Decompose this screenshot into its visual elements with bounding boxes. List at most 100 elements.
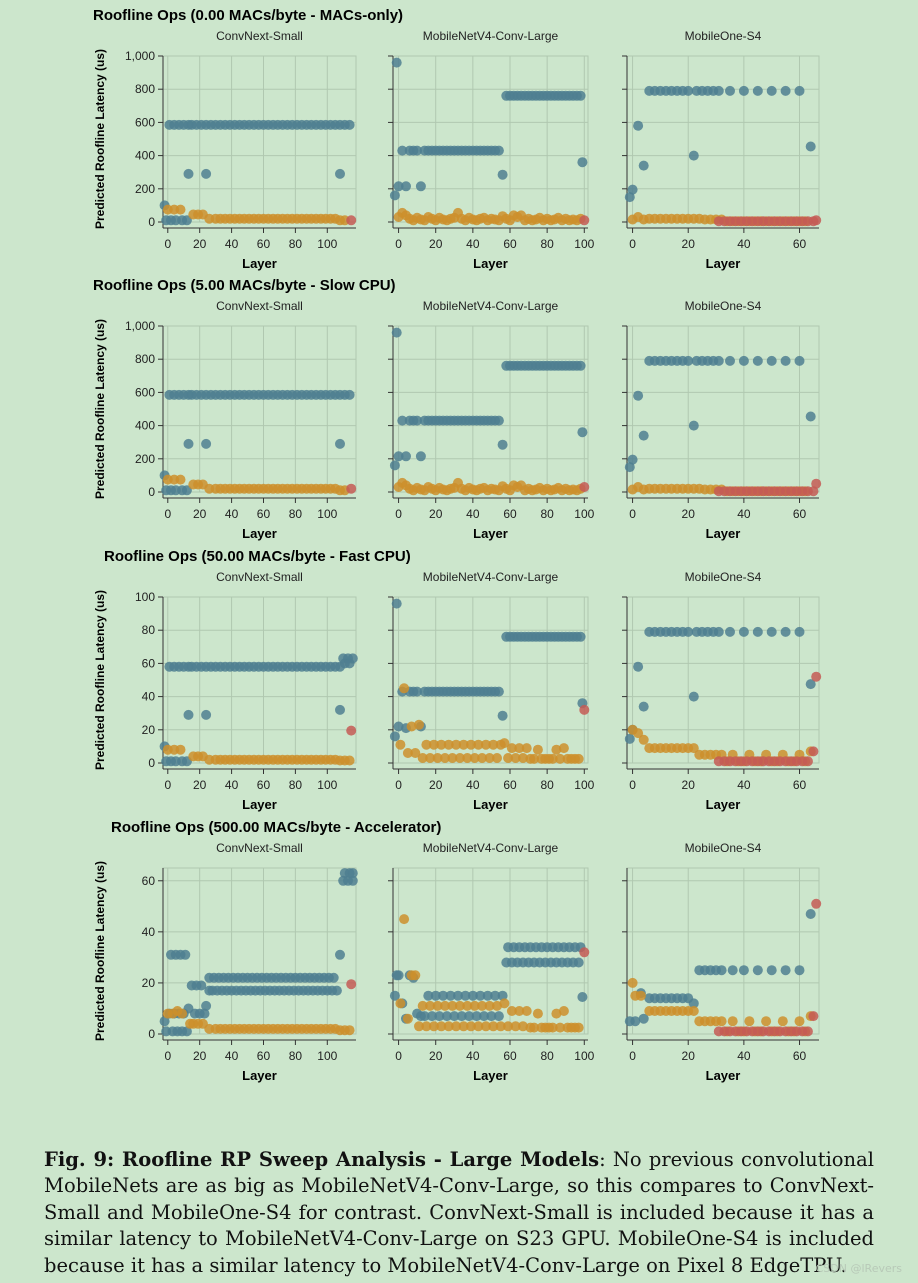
data-point: [808, 486, 819, 497]
data-point: [713, 85, 724, 96]
data-point: [738, 626, 749, 637]
data-point: [417, 753, 428, 763]
data-point: [638, 430, 649, 441]
panel-convnext-small: ConvNext-Small 0 200 400 600 800 1,000 0 20 40 60 8…: [125, 29, 357, 271]
data-point: [638, 734, 649, 745]
data-point: [716, 1016, 727, 1027]
series-dw-conv2d: [162, 204, 350, 226]
y-tick-label: 600: [135, 385, 155, 399]
data-point: [521, 1006, 532, 1016]
data-point: [683, 85, 694, 96]
data-point: [393, 970, 404, 981]
data-point: [344, 755, 355, 766]
x-tick-label: 40: [225, 778, 239, 792]
data-point: [347, 868, 358, 879]
x-tick-label: 20: [193, 237, 207, 251]
data-point: [683, 626, 694, 637]
data-point: [780, 85, 791, 96]
data-point: [419, 1011, 430, 1022]
x-axis-label: Layer: [242, 1068, 277, 1083]
data-point: [462, 1000, 473, 1011]
data-point: [414, 1021, 424, 1032]
data-point: [346, 215, 357, 226]
data-point: [456, 1011, 467, 1022]
data-point: [391, 327, 402, 338]
data-point: [688, 1006, 699, 1016]
data-point: [633, 728, 644, 739]
data-point: [493, 686, 504, 697]
x-tick-label: 40: [737, 1049, 751, 1063]
series-dw-conv2d: [393, 477, 586, 496]
data-point: [201, 1000, 212, 1011]
data-point: [399, 683, 410, 694]
x-tick-label: 40: [225, 507, 239, 521]
panel-title: MobileNetV4-Conv-Large: [423, 299, 559, 313]
y-tick-label: 200: [135, 182, 155, 196]
x-tick-label: 40: [737, 778, 751, 792]
data-point: [808, 1011, 819, 1022]
data-point: [449, 1011, 460, 1022]
series-dw-conv2d: [395, 683, 584, 764]
data-point: [460, 990, 471, 1001]
y-tick-label: 800: [135, 352, 155, 366]
data-point: [347, 875, 358, 886]
panel-mobileone-s4: MobileOne-S4 0 20 40 60 Layer: [622, 570, 822, 812]
series-fc: [713, 478, 822, 497]
series-fc: [579, 704, 590, 715]
data-point: [427, 1011, 437, 1022]
data-point: [495, 1021, 506, 1032]
chart-row-1: Roofline Ops (0.00 MACs/byte - MACs-only…: [93, 7, 822, 271]
y-tick-label: 40: [142, 690, 156, 704]
x-tick-label: 60: [257, 1049, 271, 1063]
data-point: [752, 965, 763, 976]
x-tick-label: 0: [395, 1049, 402, 1063]
data-point: [417, 1000, 428, 1011]
panel-title: MobileNetV4-Conv-Large: [423, 841, 559, 855]
data-point: [794, 85, 805, 96]
data-point: [467, 990, 478, 1001]
data-point: [727, 965, 738, 976]
data-point: [506, 1006, 517, 1016]
data-point: [532, 744, 543, 755]
data-point: [727, 1016, 738, 1027]
data-point: [440, 1000, 450, 1011]
data-point: [780, 965, 791, 976]
data-point: [395, 739, 406, 750]
data-point: [573, 753, 584, 764]
data-point: [432, 753, 443, 763]
data-point: [624, 733, 635, 744]
series-conv2d: [624, 85, 816, 203]
data-point: [480, 1021, 491, 1032]
x-tick-label: 0: [629, 1049, 636, 1063]
x-axis-label: Layer: [706, 797, 741, 812]
x-tick-label: 40: [466, 1049, 480, 1063]
series-fc: [713, 671, 822, 767]
data-point: [199, 1008, 210, 1019]
data-point: [811, 671, 822, 682]
data-point: [482, 990, 493, 1001]
data-point: [196, 980, 207, 991]
x-tick-label: 80: [540, 778, 554, 792]
x-tick-label: 20: [193, 507, 207, 521]
x-tick-label: 0: [395, 237, 402, 251]
y-tick-label: 0: [148, 485, 155, 499]
data-point: [805, 141, 816, 152]
data-point: [479, 1011, 489, 1022]
x-tick-label: 60: [503, 778, 517, 792]
data-point: [575, 631, 586, 642]
panel-convnext-small: ConvNext-Small 0 200 400 600 800 1,000 0 20 40 60 8…: [125, 299, 357, 541]
data-point: [577, 992, 588, 1002]
data-point: [346, 725, 357, 736]
data-point: [458, 1021, 469, 1032]
x-tick-label: 100: [317, 778, 337, 792]
data-point: [766, 355, 777, 366]
data-point: [725, 85, 735, 96]
series-conv2d: [624, 909, 816, 1027]
data-point: [443, 1021, 454, 1032]
data-point: [401, 451, 411, 462]
data-point: [183, 709, 194, 720]
data-point: [521, 743, 532, 754]
series-fc: [346, 979, 357, 990]
data-point: [183, 168, 194, 179]
x-tick-label: 20: [193, 1049, 207, 1063]
